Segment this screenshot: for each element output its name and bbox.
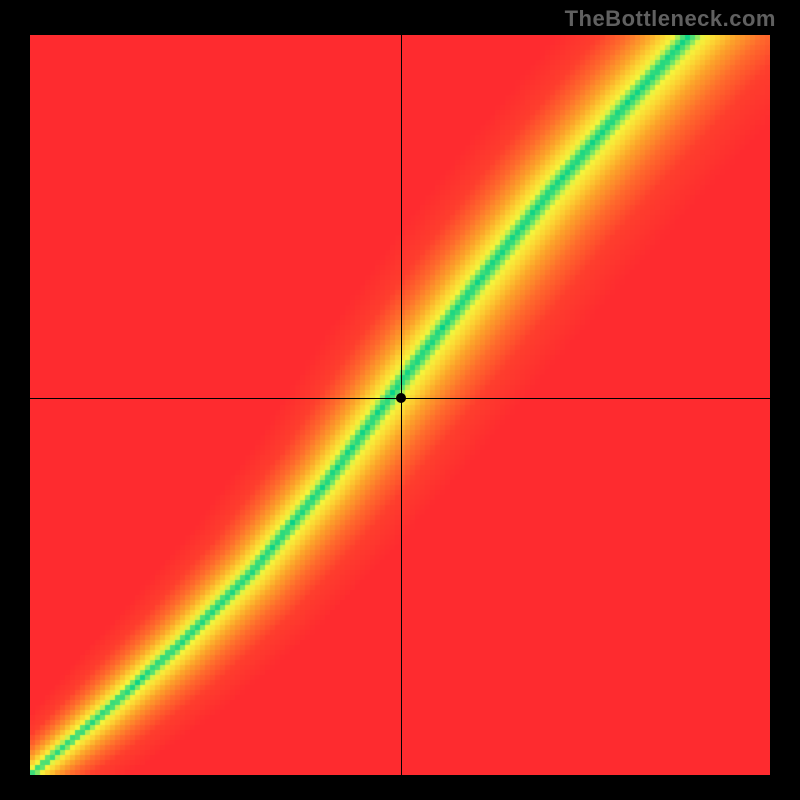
heatmap-canvas	[30, 35, 770, 775]
crosshair-vertical	[401, 35, 402, 775]
watermark-text: TheBottleneck.com	[565, 6, 776, 32]
plot-area	[30, 35, 770, 775]
selection-marker[interactable]	[396, 393, 406, 403]
